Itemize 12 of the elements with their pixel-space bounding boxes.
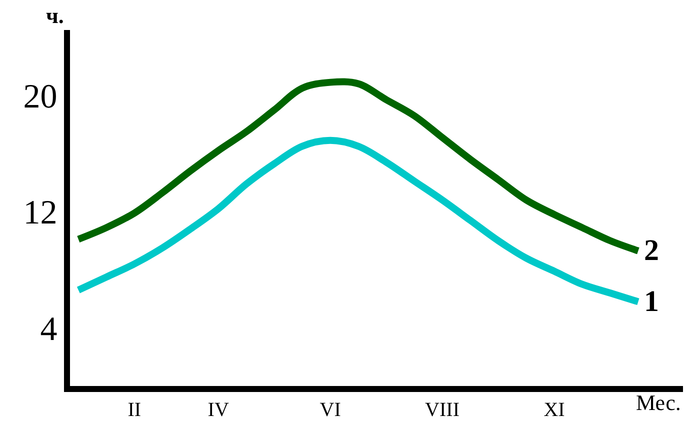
- series-label: 1: [644, 285, 659, 318]
- y-tick-label: 4: [40, 310, 58, 348]
- y-tick-label: 12: [23, 194, 58, 232]
- x-axis-title: Мес.: [636, 390, 681, 415]
- x-tick-label: VI: [320, 399, 341, 421]
- x-tick-label: XI: [544, 399, 565, 421]
- x-tick-label: II: [128, 399, 142, 421]
- series-label: 2: [644, 234, 659, 267]
- y-axis-title: ч.: [46, 3, 64, 28]
- x-tick-label: IV: [208, 399, 230, 421]
- y-tick-label: 20: [23, 78, 58, 116]
- x-tick-label: VIII: [425, 399, 460, 421]
